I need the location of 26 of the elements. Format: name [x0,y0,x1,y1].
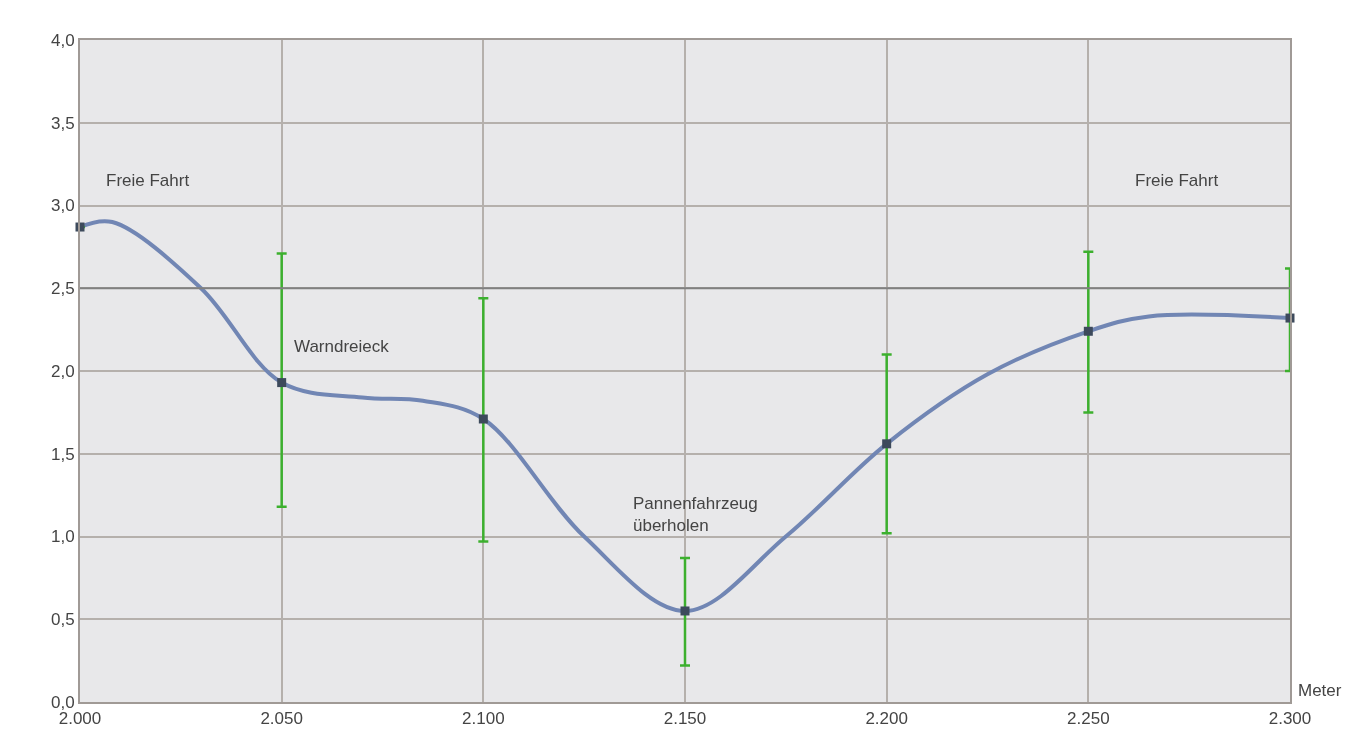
y-tick-label: 3,0 [50,196,75,216]
x-tick-label: 2.000 [58,709,102,729]
x-tick-label: 2.300 [1268,709,1312,729]
x-tick-label: 2.250 [1067,709,1110,729]
annotation: Warndreieck [294,337,390,356]
y-tick-label: 2,0 [50,361,75,381]
annotation: Freie Fahrt [106,171,190,190]
y-tick-label: 2,5 [50,279,75,299]
point [1083,326,1093,336]
point [680,606,690,616]
point [882,439,892,449]
y-tick-label: 1,5 [50,444,75,464]
y-tick-label: 0,0 [50,692,75,712]
x-tick-label: 2.100 [462,709,505,729]
point [478,414,488,424]
y-tick-label: 4,0 [50,30,75,50]
annotation: Pannenfahrzeug überholen [633,494,758,536]
x-tick-label: 2.050 [260,709,303,729]
x-tick-label: 2.200 [865,709,908,729]
annotation: Freie Fahrt [1135,171,1219,190]
point [277,378,287,388]
y-tick-label: 0,5 [50,610,75,630]
x-axis-title: Meter [1298,681,1342,700]
y-tick-label: 1,0 [50,527,75,547]
y-tick-label: 3,5 [50,113,75,133]
x-tick-label: 2.150 [663,709,707,729]
